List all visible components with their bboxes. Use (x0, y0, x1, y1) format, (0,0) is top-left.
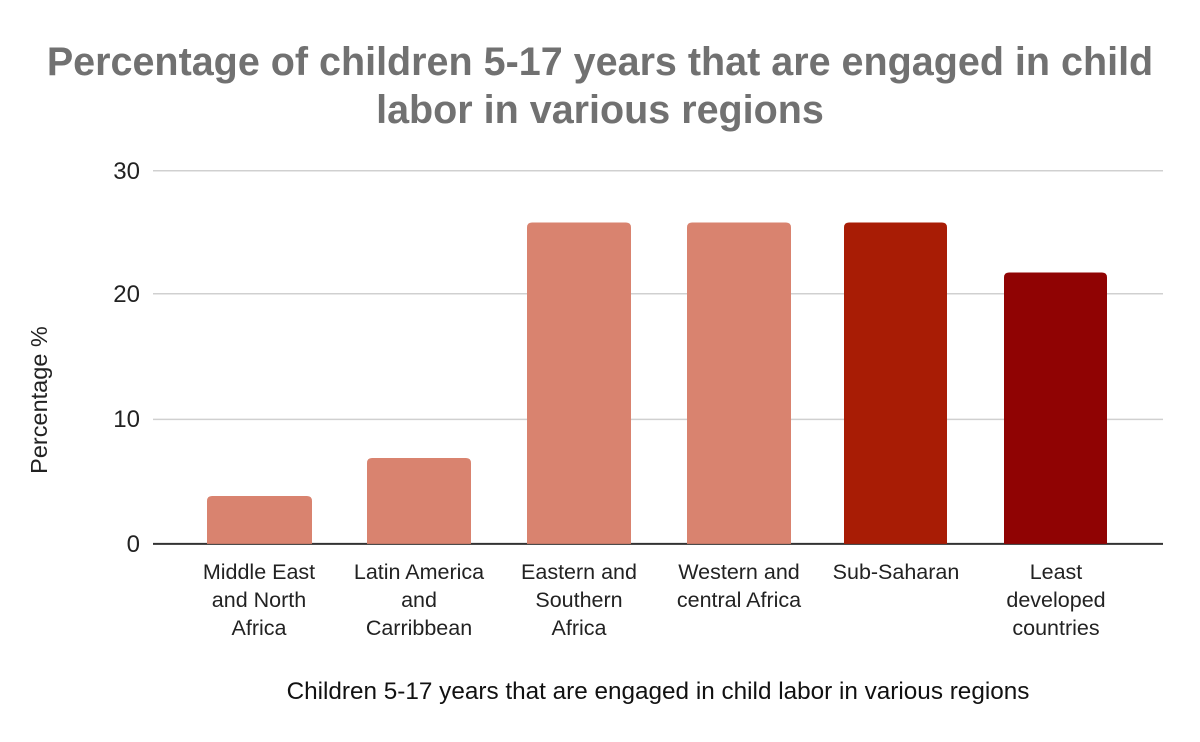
svg-text:and North: and North (212, 588, 306, 612)
svg-text:Southern: Southern (535, 588, 622, 612)
svg-text:Least: Least (1030, 560, 1083, 584)
svg-text:Middle East: Middle East (203, 560, 315, 584)
svg-text:0: 0 (127, 531, 140, 558)
svg-text:Percentage %: Percentage % (26, 326, 52, 474)
svg-text:Carribbean: Carribbean (366, 616, 472, 640)
svg-text:and: and (401, 588, 437, 612)
svg-text:Africa: Africa (232, 616, 287, 640)
svg-text:central Africa: central Africa (677, 588, 801, 612)
svg-text:countries: countries (1012, 616, 1099, 640)
svg-text:Western and: Western and (678, 560, 800, 584)
svg-text:Eastern and: Eastern and (521, 560, 637, 584)
svg-text:10: 10 (113, 406, 140, 433)
svg-text:developed: developed (1006, 588, 1105, 612)
svg-text:Children 5-17 years that are e: Children 5-17 years that are engaged in … (287, 678, 1030, 705)
svg-text:30: 30 (113, 158, 140, 185)
svg-text:20: 20 (113, 281, 140, 308)
svg-text:Africa: Africa (552, 616, 607, 640)
svg-text:Sub-Saharan: Sub-Saharan (833, 560, 960, 584)
svg-text:Latin America: Latin America (354, 560, 484, 584)
